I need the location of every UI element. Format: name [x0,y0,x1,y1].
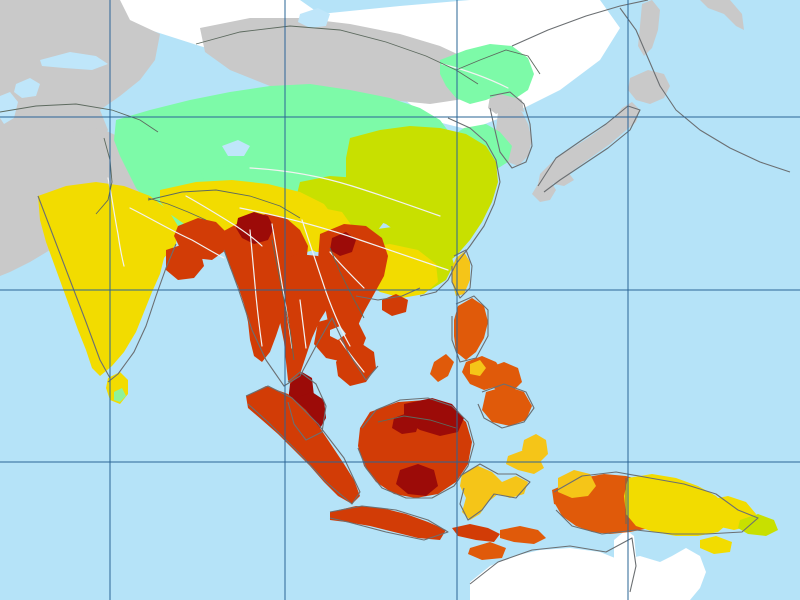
region-sabah-sarawak-darkred [404,398,464,436]
border-layer [0,25,627,524]
region-sumatra-red [246,386,360,504]
coast-luzon [451,295,489,363]
border-india-pakistan [95,137,113,215]
lake-baikal [298,8,330,28]
region-birdshead-gold [558,470,596,498]
coast-korea [489,91,533,169]
region-bangladesh-red [166,244,204,280]
border-china-russia [455,49,541,75]
coast-china-east [419,117,501,297]
river-salween [271,223,293,349]
region-kamchatka-nodata [700,0,744,30]
border-china-mongolia [195,25,479,85]
region-indochina-deepred-core [236,212,274,244]
coast-china-south [355,287,421,301]
region-northeast-china-green [440,44,534,104]
coast-borneo [357,397,475,499]
river-indus [107,177,125,267]
landmass-layer [0,0,778,600]
region-hotspot-laos [330,232,356,256]
region-mindoro-gold [470,360,486,376]
region-png-islands-yellow [700,536,732,554]
region-cape-york-snow [614,530,636,586]
region-japan-shikoku-nodata [554,172,574,186]
river-mekong [301,219,351,347]
coast-okhotsk [619,7,791,173]
coast-india [37,195,111,379]
river-irrawaddy [249,229,263,347]
lake-aral [14,78,40,98]
river-yellow-river [249,167,441,217]
region-east-china-yellowgreen [346,126,498,268]
region-myanmar-red [222,214,308,362]
region-halmahera-gold [522,434,548,462]
coast-papua [553,471,759,535]
coast-sulawesi [459,463,531,521]
region-kalimantan-south-darkred [396,464,438,496]
lake-balkhash [40,52,108,70]
border-nepal [147,197,207,221]
border-china-india [147,189,301,219]
lake-qinghai [222,140,250,156]
coast-java [329,505,449,541]
region-australia-snow [470,548,706,600]
region-thailand-red [274,254,336,390]
coast-kamchatka-russia [511,0,649,47]
border-kazakhstan [0,103,159,133]
river-yangtze [239,207,449,271]
region-hainan-red [382,294,408,316]
region-papua-new-guinea-yellow [624,474,730,536]
region-sri-lanka-tip-green [114,388,126,402]
lake-caspian-edge [0,92,18,124]
region-timor-orange [468,542,506,560]
region-japan-hokkaido-nodata [628,70,670,104]
region-java-red [330,506,446,540]
coast-australia [469,537,637,593]
coast-india-east [107,243,177,383]
coast-taiwan [451,249,473,299]
coast-japan-honshu [537,105,641,193]
region-palawan-orange [430,354,454,382]
region-visayas-orange [486,362,522,392]
river-brahmaputra [185,195,263,247]
region-bali-nusa-red [452,524,500,542]
coastline-layer [37,0,791,593]
river-ganges [129,207,225,259]
river-amur [441,63,509,89]
coast-mindanao [477,383,535,429]
river-mekong-delta [339,339,365,373]
region-flores-orange [500,526,546,544]
region-new-britain-yellowgreen [738,514,778,536]
region-sakhalin-nodata [638,0,660,56]
coast-indochina [223,249,379,387]
border-malaysia-indonesia-borneo [377,415,457,429]
region-sulawesi-gold [460,466,528,520]
coast-sumatra [245,385,361,505]
border-vietnam-laos [329,247,365,319]
lakes-layer [0,8,346,340]
region-mongolia-nodata [200,18,490,104]
region-luzon-orange [454,298,488,360]
coast-malay-peninsula [287,371,327,441]
rivers-layer [107,63,509,373]
region-japan-honshu-nodata [538,102,640,188]
region-india-yellow [38,182,178,376]
border-myanmar-thailand [271,239,295,361]
region-mindanao-orange [482,386,532,426]
river-chao-phraya [299,299,307,349]
